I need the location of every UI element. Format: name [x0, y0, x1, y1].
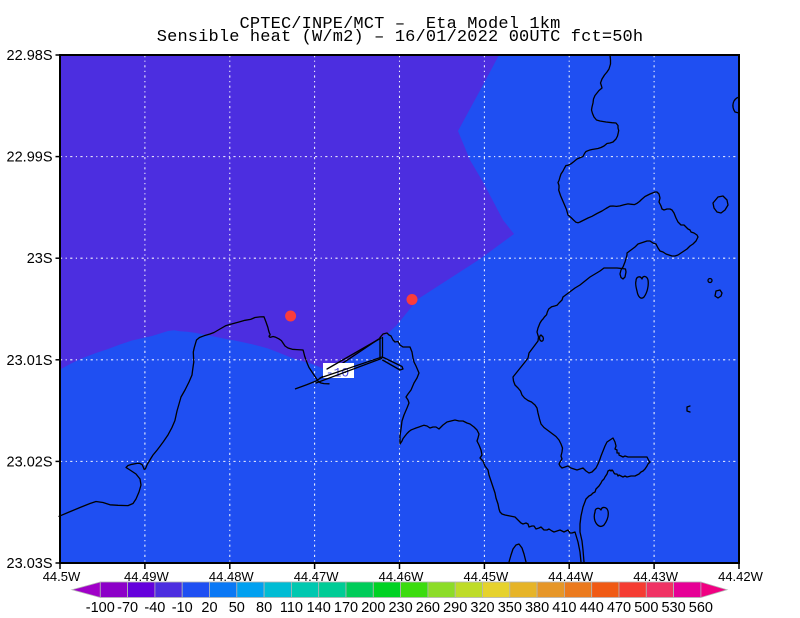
svg-text:-70: -70 [117, 600, 138, 616]
svg-text:170: 170 [334, 600, 358, 616]
svg-text:560: 560 [689, 600, 713, 616]
svg-text:80: 80 [256, 600, 272, 616]
svg-text:110: 110 [280, 600, 303, 616]
svg-text:-100: -100 [86, 600, 115, 616]
svg-text:44.45W: 44.45W [463, 569, 509, 584]
svg-text:50: 50 [229, 600, 245, 616]
svg-text:23.02S: 23.02S [7, 454, 53, 470]
svg-text:380: 380 [525, 600, 549, 616]
svg-text:44.5W: 44.5W [43, 569, 81, 584]
svg-text:44.49W: 44.49W [124, 569, 170, 584]
svg-text:44.44W: 44.44W [548, 569, 594, 584]
svg-text:260: 260 [416, 600, 440, 616]
svg-text:470: 470 [607, 600, 631, 616]
svg-text:23.01S: 23.01S [7, 353, 53, 369]
svg-text:44.47W: 44.47W [294, 569, 340, 584]
svg-text:22.98S: 22.98S [7, 48, 53, 64]
svg-text:44.43W: 44.43W [633, 569, 679, 584]
svg-text:44.46W: 44.46W [379, 569, 425, 584]
svg-text:23S: 23S [27, 251, 53, 267]
svg-text:44.48W: 44.48W [209, 569, 255, 584]
svg-text:320: 320 [470, 600, 494, 616]
svg-text:350: 350 [498, 600, 522, 616]
svg-text:Sensible heat (W/m2) – 16/01/2: Sensible heat (W/m2) – 16/01/2022 00UTC … [157, 28, 644, 47]
svg-text:200: 200 [361, 600, 385, 616]
svg-text:140: 140 [307, 600, 331, 616]
svg-text:230: 230 [388, 600, 412, 616]
svg-text:440: 440 [580, 600, 604, 616]
svg-text:290: 290 [443, 600, 467, 616]
svg-text:44.42W: 44.42W [718, 569, 764, 584]
svg-text:-10: -10 [172, 600, 193, 616]
svg-text:23.03S: 23.03S [7, 556, 53, 572]
svg-text:CPTEC/INPE/MCT – Eta Model 1k: CPTEC/INPE/MCT – Eta Model 1km [240, 15, 561, 34]
svg-text:530: 530 [661, 600, 685, 616]
svg-text:20: 20 [201, 600, 217, 616]
svg-text:500: 500 [634, 600, 658, 616]
svg-text:410: 410 [552, 600, 576, 616]
svg-text:-40: -40 [144, 600, 165, 616]
svg-text:22.99S: 22.99S [7, 150, 53, 166]
